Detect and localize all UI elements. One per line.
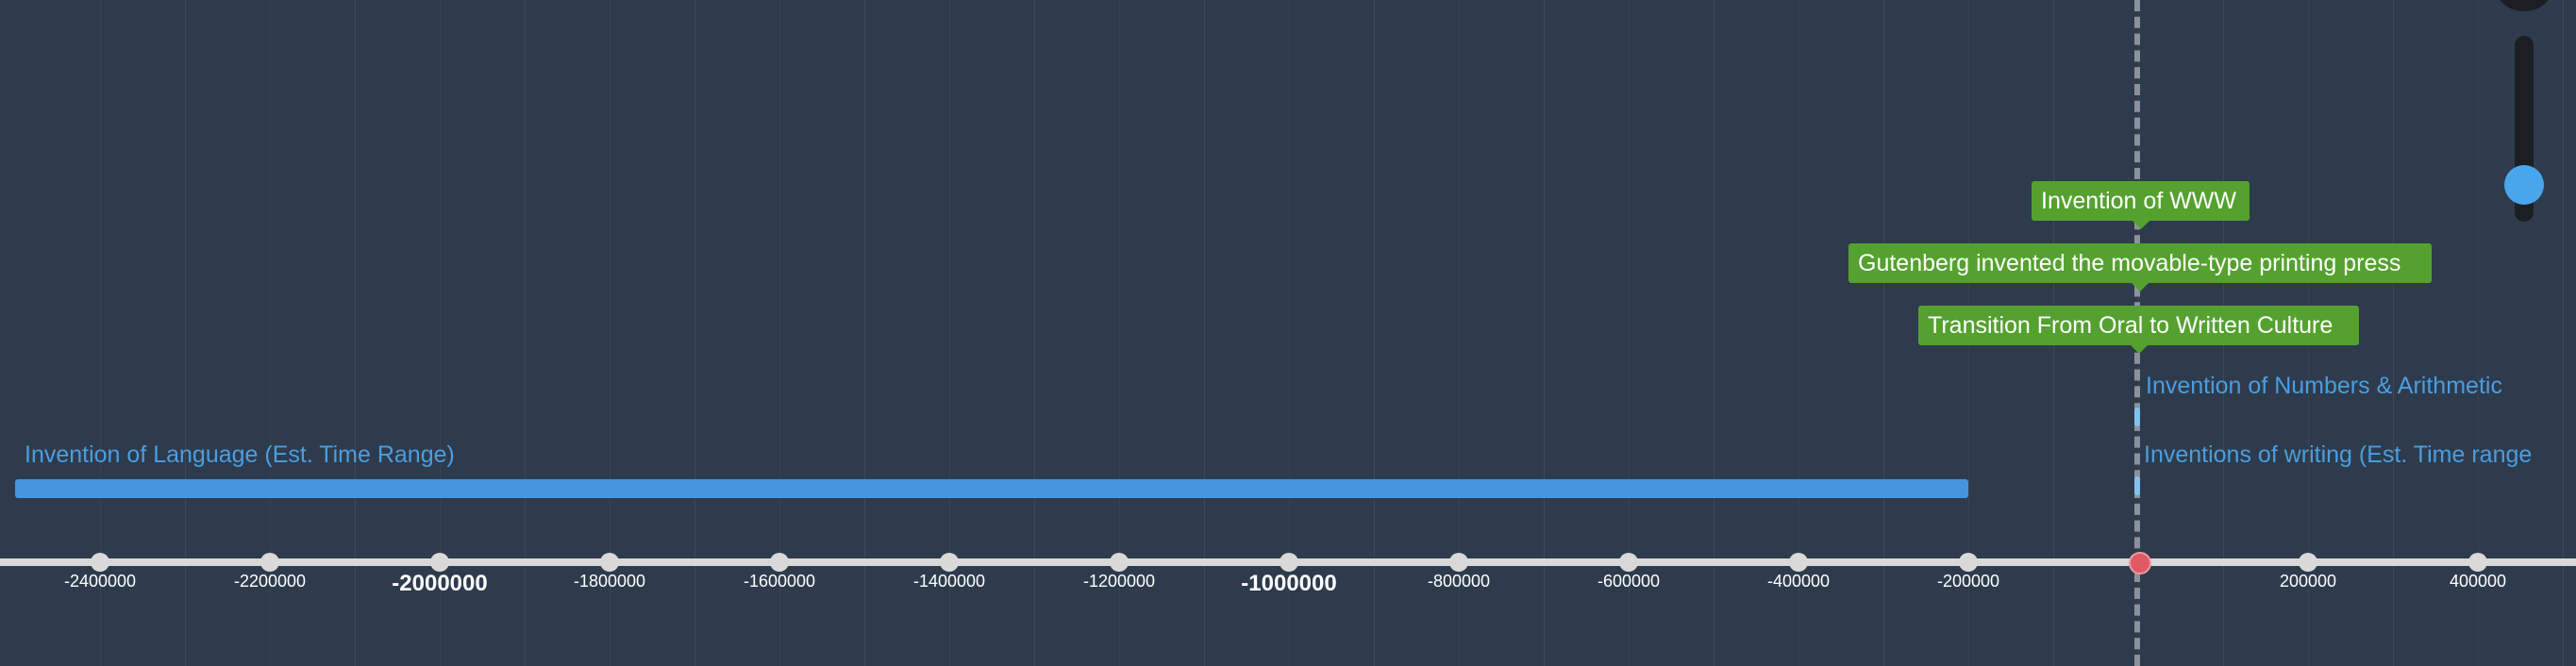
- gridline: [2393, 0, 2394, 666]
- zoom-slider-cap[interactable]: [2496, 0, 2552, 11]
- gridline: [440, 0, 441, 666]
- axis-tick-label: -2200000: [233, 572, 307, 591]
- gridline: [355, 0, 356, 666]
- axis-tick-dot: [2468, 553, 2487, 572]
- axis-tick-dot: [1619, 553, 1638, 572]
- axis-tick-label: -2000000: [392, 571, 488, 596]
- label-pointer: [2129, 344, 2149, 354]
- event-label-oral-to-written-culture[interactable]: Transition From Oral to Written Culture: [1918, 306, 2359, 354]
- gridline: [1714, 0, 1715, 666]
- zoom-slider-knob-icon[interactable]: [2504, 165, 2544, 205]
- axis-tick-label: -2400000: [63, 572, 137, 591]
- axis-tick-label: -1800000: [573, 572, 646, 591]
- axis-tick-dot: [91, 553, 109, 572]
- gridline: [1459, 0, 1460, 666]
- axis-tick-label: 400000: [2449, 572, 2507, 591]
- event-label-inventions-of-writing[interactable]: Inventions of writing (Est. Time range: [2144, 441, 2533, 468]
- current-time-marker[interactable]: [2129, 552, 2151, 574]
- axis-tick-label: -1000000: [1241, 571, 1337, 596]
- axis-tick-label: 200000: [2279, 572, 2337, 591]
- gridline: [1883, 0, 1884, 666]
- range-bar-invention-of-language[interactable]: [15, 479, 1968, 498]
- axis-tick-label: -200000: [1936, 572, 2000, 591]
- label-pointer: [2131, 220, 2150, 229]
- axis-tick-label: -800000: [1427, 572, 1491, 591]
- axis-tick-label: -600000: [1597, 572, 1661, 591]
- axis-tick-dot: [1110, 553, 1129, 572]
- gridline: [2478, 0, 2479, 666]
- gridline: [1119, 0, 1120, 666]
- axis-tick-dot: [260, 553, 279, 572]
- gridline: [1629, 0, 1630, 666]
- axis-tick-dot: [1280, 553, 1298, 572]
- axis-tick-label: -1400000: [912, 572, 986, 591]
- axis-tick-label: -1600000: [743, 572, 816, 591]
- gridline: [1289, 0, 1290, 666]
- gridline: [1544, 0, 1545, 666]
- gridline: [270, 0, 271, 666]
- event-label-invention-of-www[interactable]: Invention of WWW: [2032, 181, 2250, 229]
- gridline: [1034, 0, 1035, 666]
- gridline: [1798, 0, 1799, 666]
- gridline: [185, 0, 186, 666]
- axis-tick-dot: [600, 553, 619, 572]
- axis-tick-dot: [430, 553, 449, 572]
- axis-tick-label: -400000: [1766, 572, 1831, 591]
- event-label-text: Gutenberg invented the movable-type prin…: [1858, 250, 2401, 276]
- range-marker-inventions-of-writing[interactable]: [2134, 476, 2140, 495]
- axis-tick-label: -1200000: [1082, 572, 1156, 591]
- axis-tick-dot: [770, 553, 789, 572]
- gridline: [610, 0, 611, 666]
- event-label-text: Transition From Oral to Written Culture: [1928, 312, 2333, 339]
- gridline: [779, 0, 780, 666]
- gridline: [1204, 0, 1205, 666]
- axis-tick-dot: [1789, 553, 1808, 572]
- label-pointer: [2131, 282, 2149, 291]
- axis-tick-dot: [940, 553, 959, 572]
- gridline: [1374, 0, 1375, 666]
- event-label-text: Invention of WWW: [2041, 188, 2236, 214]
- event-label-gutenberg-printing-press[interactable]: Gutenberg invented the movable-type prin…: [1848, 243, 2432, 291]
- gridline: [525, 0, 526, 666]
- event-label-invention-of-language[interactable]: Invention of Language (Est. Time Range): [25, 441, 455, 468]
- gridline: [864, 0, 865, 666]
- range-marker-invention-of-numbers[interactable]: [2134, 408, 2140, 426]
- axis-tick-dot: [1959, 553, 1978, 572]
- event-label-invention-of-numbers[interactable]: Invention of Numbers & Arithmetic: [2146, 373, 2502, 399]
- gridline: [100, 0, 101, 666]
- axis-tick-dot: [2299, 553, 2317, 572]
- gridline: [949, 0, 950, 666]
- gridline: [2563, 0, 2564, 666]
- gridline: [694, 0, 695, 666]
- axis-tick-dot: [1449, 553, 1468, 572]
